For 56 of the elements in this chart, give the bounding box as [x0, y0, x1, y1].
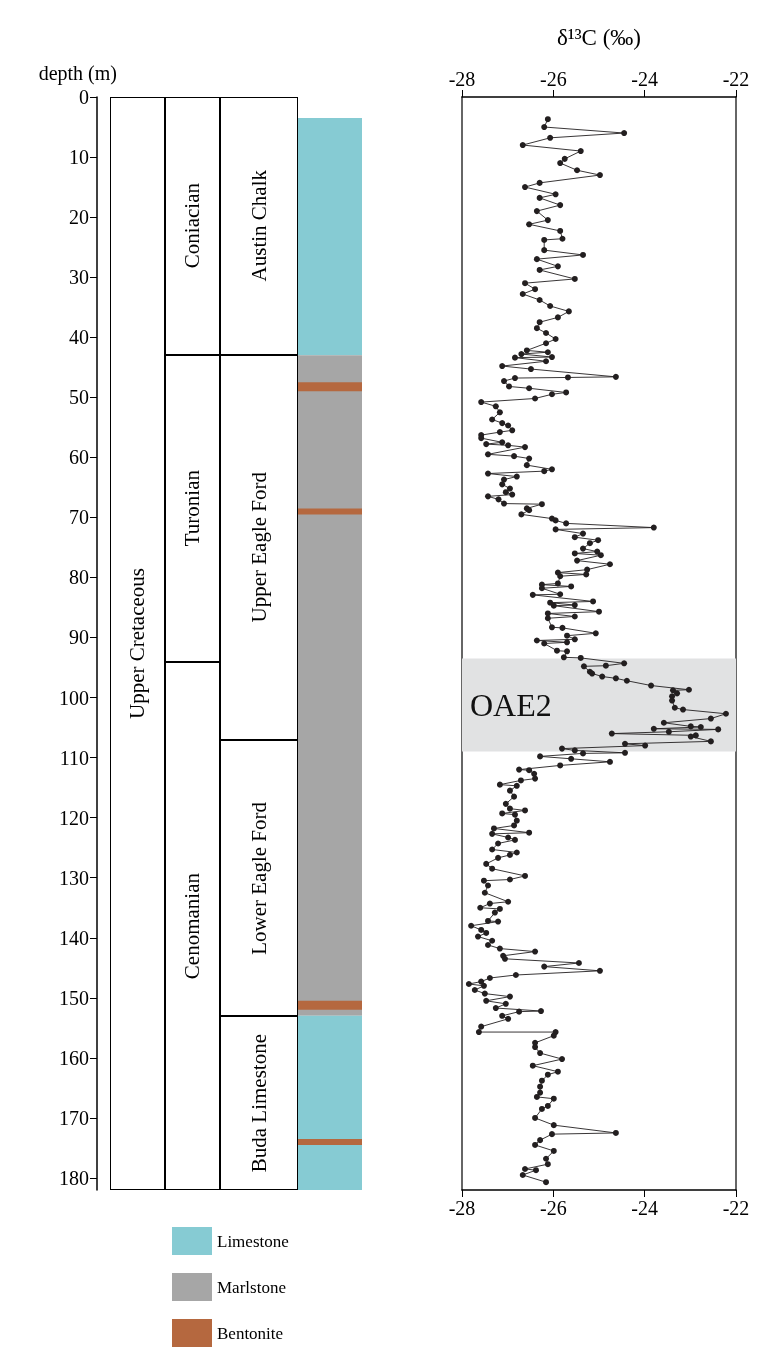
y-tick-label: 130 [59, 866, 89, 889]
bar [298, 355, 362, 1016]
annotation: Buda Limestone [246, 1033, 272, 1173]
y-tick-label: 40 [69, 326, 89, 349]
legend-label: Limestone [217, 1231, 289, 1251]
bar [298, 1015, 362, 1190]
unit-box: Cenomanian [165, 662, 220, 1190]
annotation: Upper Eagle Ford [246, 472, 272, 623]
annotation: Cenomanian [180, 872, 205, 980]
legend-label: Bentonite [217, 1323, 284, 1343]
y-tick-label: 160 [59, 1046, 89, 1069]
y-tick-label: 20 [69, 206, 89, 229]
legend-label: Marlstone [217, 1277, 286, 1297]
unit-box: Lower Eagle Ford [220, 740, 298, 1016]
unit-box: Coniacian [165, 97, 220, 355]
unit-box: Turonian [165, 355, 220, 662]
y-tick-label: 150 [59, 986, 89, 1009]
y-tick-label: 80 [69, 566, 89, 589]
y-tick-label: 90 [69, 626, 89, 649]
unit-box: Buda Limestone [220, 1016, 298, 1190]
x-tick-label: -28 [448, 1197, 476, 1219]
bar [298, 508, 362, 515]
unit-box: Upper Eagle Ford [220, 355, 298, 740]
annotation: Lower Eagle Ford [246, 801, 272, 955]
y-tick-label: 50 [69, 386, 89, 409]
y-tick-label: 0 [79, 86, 89, 108]
y-tick-label: 60 [69, 446, 89, 469]
x2-tick-label: -26 [540, 68, 567, 90]
unit-box: Austin Chalk [220, 97, 298, 355]
y-axis-title: depth (m) [38, 62, 117, 85]
y-tick-label: 180 [59, 1166, 89, 1189]
bar [298, 1000, 362, 1010]
y-tick-label: 30 [69, 266, 89, 289]
band-label: OAE2 [470, 687, 552, 724]
x-tick-label: -22 [722, 1197, 750, 1219]
annotation: Upper Cretaceous [125, 567, 150, 720]
x-tick-label: -26 [540, 1197, 567, 1219]
bar [298, 118, 362, 356]
x2-tick-label: -28 [448, 68, 476, 90]
y-tick-label: 140 [59, 926, 89, 949]
x2-axis-title: δ¹³C (‰) [556, 25, 642, 50]
y-tick-label: 70 [69, 506, 89, 529]
bar [298, 1138, 362, 1145]
x-tick-label: -24 [631, 1197, 658, 1219]
y-tick-label: 100 [59, 686, 89, 709]
bar [298, 382, 362, 392]
y-tick-label: 10 [69, 146, 89, 169]
x2-tick-label: -24 [631, 68, 658, 90]
y-tick-label: 120 [59, 806, 89, 829]
y-tick-label: 110 [59, 746, 89, 769]
annotation: Turonian [180, 470, 205, 547]
unit-box: Upper Cretaceous [110, 97, 165, 1190]
annotation: Austin Chalk [246, 170, 272, 282]
y-tick-label: 170 [59, 1106, 89, 1129]
annotation: Coniacian [180, 183, 205, 269]
x2-tick-label: -22 [722, 68, 750, 90]
